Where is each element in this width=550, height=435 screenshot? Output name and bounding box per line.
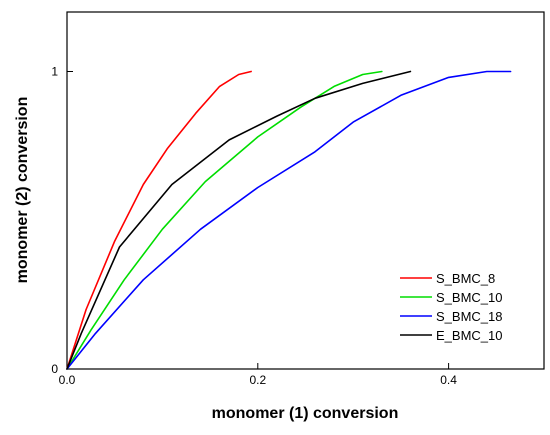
series-line-e-bmc-10	[66, 70, 412, 370]
y-axis-title: monomer (2) conversion	[14, 97, 31, 284]
legend-label: S_BMC_10	[436, 290, 502, 305]
x-tick-label: 0.4	[440, 373, 457, 387]
x-axis-ticks: 0.0 0.2 0.4	[59, 363, 457, 387]
legend-label: S_BMC_18	[436, 309, 502, 324]
series-line-s-bmc-8	[66, 70, 252, 370]
x-tick-label: 0.0	[59, 373, 76, 387]
legend-label: S_BMC_8	[436, 271, 495, 286]
series-line-s-bmc-10	[66, 70, 383, 370]
legend-label: E_BMC_10	[436, 328, 502, 343]
plot-frame	[66, 11, 545, 370]
y-axis-ticks: 01	[51, 65, 73, 376]
y-tick-label: 1	[51, 65, 58, 79]
series-lines	[66, 70, 512, 370]
x-axis-title: monomer (1) conversion	[212, 405, 399, 422]
legend: S_BMC_8 S_BMC_10 S_BMC_18 E_BMC_10	[400, 271, 502, 343]
y-tick-label: 0	[51, 362, 58, 376]
series-line-s-bmc-18	[66, 70, 512, 370]
x-tick-label: 0.2	[249, 373, 266, 387]
